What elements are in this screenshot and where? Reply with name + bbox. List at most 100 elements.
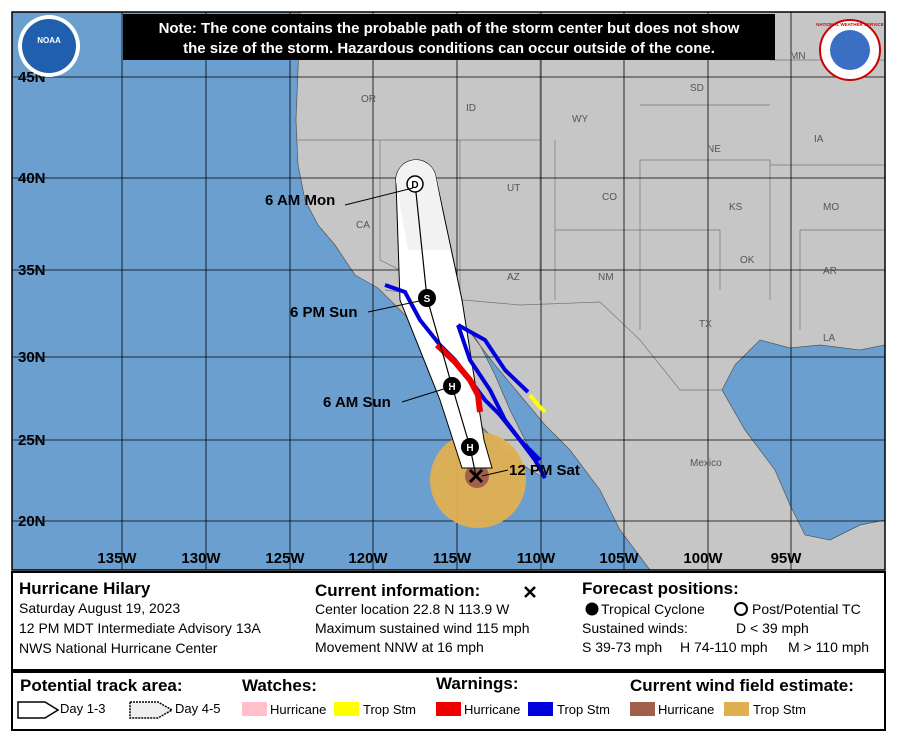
lon-label: 130W	[181, 550, 221, 567]
point-label: 6 AM Sun	[323, 394, 391, 411]
forecast-title: Forecast positions:	[582, 579, 739, 598]
region-label: MN	[790, 51, 806, 62]
current-icon	[524, 586, 536, 598]
trop-stm-watch	[528, 393, 547, 414]
current-line: Maximum sustained wind 115 mph	[315, 620, 530, 636]
point-symbol: D	[411, 180, 418, 191]
region-label: CO	[602, 192, 617, 203]
point-symbol: H	[466, 443, 473, 454]
logo-text: NATIONAL WEATHER SERVICE	[816, 22, 883, 27]
hurricane-warning	[434, 342, 483, 413]
leader-lines	[344, 187, 509, 477]
region-label: MO	[823, 202, 839, 213]
point-label: 12 PM Sat	[509, 462, 580, 479]
point-label: 6 PM Sun	[290, 304, 358, 321]
forecast-item: Post/Potential TC	[752, 601, 861, 617]
forecast-item: H 74-110 mph	[680, 639, 768, 655]
legend-item: Hurricane	[658, 702, 714, 717]
storm-date: Saturday August 19, 2023	[19, 600, 180, 616]
storm-name: Hurricane Hilary	[19, 579, 151, 598]
region-label: OR	[361, 94, 376, 105]
current-line: Movement NNW at 16 mph	[315, 639, 484, 655]
lat-label: 25N	[18, 432, 46, 449]
office: NWS National Hurricane Center	[19, 640, 218, 656]
region-label: LA	[823, 333, 836, 344]
region-label: CA	[356, 220, 370, 231]
trop-stm-warning	[457, 323, 530, 394]
noaa-logo: NOAA	[18, 15, 80, 77]
trop-stm-warning	[456, 324, 542, 462]
forecast-item: M > 110 mph	[788, 639, 869, 655]
lon-label: 125W	[265, 550, 305, 567]
note-box	[123, 14, 775, 60]
swatch	[242, 702, 267, 716]
region-label: KS	[729, 202, 743, 213]
lat-label: 35N	[18, 262, 46, 279]
info-panel	[11, 571, 886, 671]
graticule	[12, 12, 885, 570]
legend-item: Hurricane	[270, 702, 326, 717]
lon-label: 120W	[348, 550, 388, 567]
day45-icon	[129, 701, 174, 719]
lat-label: 40N	[18, 170, 46, 187]
forecast-item: Sustained winds:	[582, 620, 688, 636]
current-position	[468, 468, 484, 484]
region-label: NM	[598, 272, 614, 283]
forecast-item: S 39-73 mph	[582, 639, 662, 655]
lon-label: 105W	[599, 550, 639, 567]
swatch	[334, 702, 359, 716]
lon-label: 95W	[771, 550, 803, 567]
legend-item: Trop Stm	[557, 702, 610, 717]
logo-disc	[22, 19, 76, 73]
logo-disc	[830, 30, 870, 70]
point-symbol: S	[424, 294, 431, 305]
advisory: 12 PM MDT Intermediate Advisory 13A	[19, 620, 261, 636]
region-label: AR	[823, 266, 837, 277]
legend-panel	[11, 671, 886, 731]
point-label: 6 AM Mon	[265, 192, 335, 209]
lat-label: 30N	[18, 349, 46, 366]
swatch	[630, 702, 655, 716]
legend-item: Trop Stm	[753, 702, 806, 717]
region-label: WY	[572, 114, 588, 125]
note: Note: The cone contains the probable pat…	[159, 20, 740, 37]
point-symbol: H	[448, 382, 455, 393]
region-label: IA	[814, 134, 824, 145]
legend-item: Trop Stm	[363, 702, 416, 717]
swatch	[436, 702, 461, 716]
legend-title: Warnings:	[436, 674, 518, 693]
point-marker	[461, 438, 479, 456]
region-label: AZ	[507, 272, 520, 283]
note: the size of the storm. Hazardous conditi…	[183, 40, 715, 57]
nws-logo: NATIONAL WEATHER SERVICE	[816, 19, 884, 81]
region-label: TX	[699, 319, 712, 330]
region-labels: OR ID WY SD MN NE IA NV UT CO KS MO CA A…	[356, 51, 839, 469]
lon-label: 110W	[517, 550, 556, 567]
region-label: OK	[740, 255, 755, 266]
forecast-item: Tropical Cyclone	[601, 601, 705, 617]
swatch	[724, 702, 749, 716]
post-icon	[734, 602, 748, 616]
point-marker	[443, 377, 461, 395]
forecast-item: D < 39 mph	[736, 620, 809, 636]
current-title: Current information:	[315, 581, 480, 600]
legend-item: Hurricane	[464, 702, 520, 717]
current-line: Center location 22.8 N 113.9 W	[315, 601, 510, 617]
region-label: ID	[466, 103, 476, 114]
logo-text: NOAA	[37, 36, 61, 45]
lon-label: 115W	[433, 550, 472, 567]
region-label: Mexico	[690, 458, 722, 469]
lon-label: 135W	[97, 550, 137, 567]
region-label: SD	[690, 83, 704, 94]
region-label: NE	[707, 144, 721, 155]
point-marker	[418, 289, 436, 307]
legend-title: Current wind field estimate:	[630, 676, 854, 695]
legend-item: Day 1-3	[60, 701, 106, 716]
tc-icon	[585, 602, 599, 616]
lon-labels: 135W 130W 125W 120W 115W 110W 105W 100W …	[97, 550, 802, 567]
legend-item: Day 4-5	[175, 701, 221, 716]
day13-icon	[17, 701, 60, 719]
lat-label: 20N	[18, 513, 46, 530]
region-label: UT	[507, 183, 520, 194]
